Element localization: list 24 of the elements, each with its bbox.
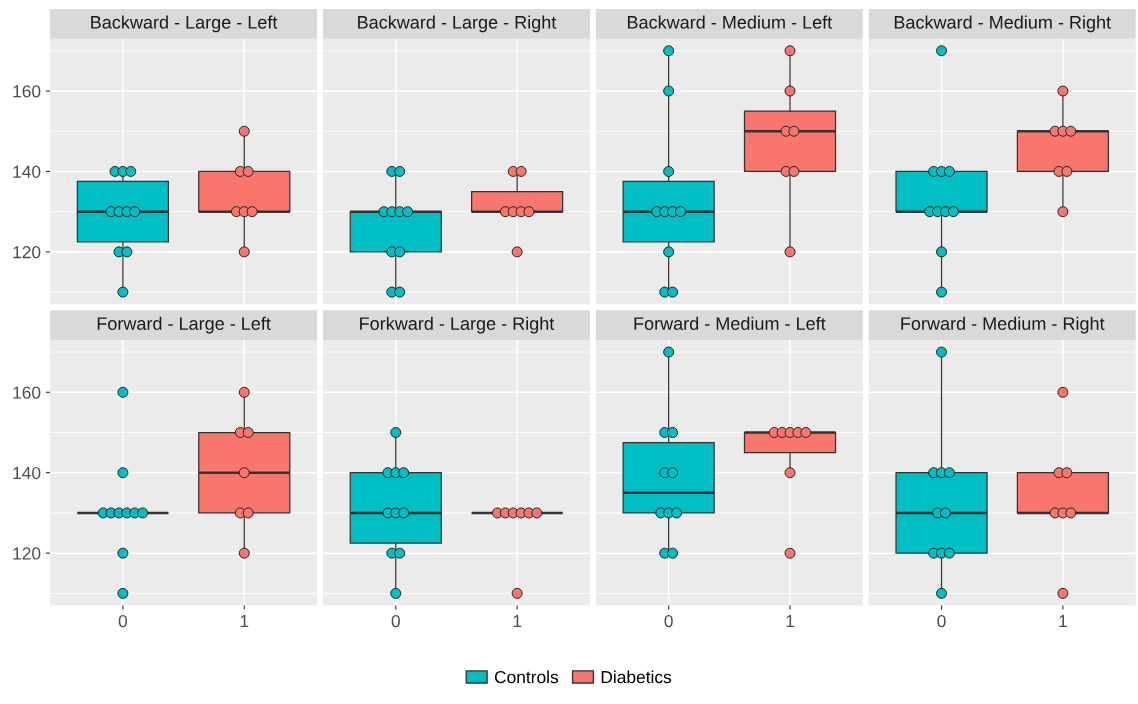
y-tick-label: 140 bbox=[13, 165, 41, 178]
chart-title: Backward - Medium - Left bbox=[627, 15, 833, 29]
x-tick-label: 1 bbox=[1059, 615, 1067, 628]
chart-title: Backward - Medium - Right bbox=[894, 15, 1111, 33]
chart-title: Backward - Large - Left bbox=[91, 15, 278, 33]
x-tick-label: 1 bbox=[786, 615, 794, 628]
y-tick-label: 120 bbox=[13, 547, 41, 560]
chart-title: Backward - Large - Right bbox=[358, 15, 557, 33]
chart-title: Forward - Medium - Left bbox=[634, 316, 826, 330]
y-tick-label: 140 bbox=[13, 466, 41, 480]
chart-title: Forward - Medium - Right bbox=[901, 316, 1105, 334]
legend-label: Diabetics bbox=[601, 670, 672, 684]
x-tick-label: 0 bbox=[391, 614, 400, 628]
legend-label: Controls bbox=[494, 670, 559, 684]
y-tick-label: 160 bbox=[13, 85, 41, 98]
x-tick-label: 1 bbox=[240, 615, 249, 628]
x-tick-label: 0 bbox=[937, 614, 946, 628]
y-tick-label: 160 bbox=[13, 386, 41, 399]
x-tick-label: 0 bbox=[664, 614, 673, 628]
chart-title: Forkward - Large - Right bbox=[360, 316, 555, 334]
chart-title: Forward - Large - Left bbox=[97, 316, 271, 334]
y-tick-label: 120 bbox=[13, 246, 41, 259]
x-tick-label: 0 bbox=[118, 614, 128, 628]
x-tick-label: 1 bbox=[513, 615, 522, 628]
